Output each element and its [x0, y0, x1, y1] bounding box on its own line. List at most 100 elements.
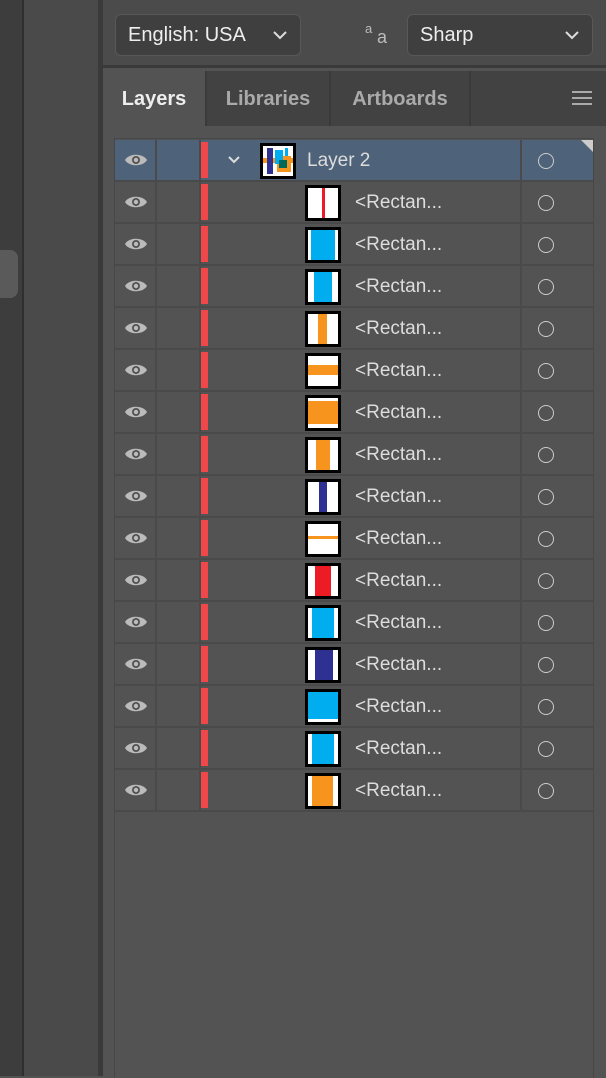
layer-name: <Rectan...: [355, 318, 443, 339]
target-toggle[interactable]: [520, 308, 593, 348]
layer-color-indicator: [201, 436, 208, 472]
layer-color-indicator: [201, 226, 208, 262]
target-circle-icon: [538, 279, 554, 295]
target-toggle[interactable]: [520, 392, 593, 432]
chevron-down-icon: [273, 31, 287, 40]
target-toggle[interactable]: [520, 686, 593, 726]
sublayer-row[interactable]: <Rectan...: [115, 770, 593, 812]
chevron-down-icon: [565, 31, 579, 40]
target-circle-icon: [538, 195, 554, 211]
target-toggle[interactable]: [520, 182, 593, 222]
target-toggle[interactable]: [520, 518, 593, 558]
target-toggle[interactable]: [520, 728, 593, 768]
target-toggle[interactable]: [520, 140, 593, 180]
visibility-toggle[interactable]: [115, 182, 157, 222]
lock-toggle[interactable]: [157, 140, 201, 180]
lock-toggle[interactable]: [157, 308, 201, 348]
visibility-toggle[interactable]: [115, 602, 157, 642]
lock-toggle[interactable]: [157, 476, 201, 516]
layer-thumbnail: [260, 143, 296, 179]
lock-toggle[interactable]: [157, 182, 201, 222]
target-toggle[interactable]: [520, 770, 593, 810]
target-toggle[interactable]: [520, 266, 593, 306]
rectangle-thumbnail: [305, 437, 341, 473]
divider: [98, 0, 103, 1076]
visibility-toggle[interactable]: [115, 392, 157, 432]
sublayer-row[interactable]: <Rectan...: [115, 476, 593, 518]
layer-name: <Rectan...: [355, 276, 443, 297]
rectangle-thumbnail: [305, 185, 341, 221]
visibility-toggle[interactable]: [115, 560, 157, 600]
target-toggle[interactable]: [520, 224, 593, 264]
lock-toggle[interactable]: [157, 434, 201, 474]
visibility-toggle[interactable]: [115, 770, 157, 810]
rectangle-thumbnail: [305, 773, 341, 809]
antialias-dropdown[interactable]: Sharp: [407, 14, 593, 56]
visibility-toggle[interactable]: [115, 476, 157, 516]
rectangle-thumbnail: [305, 395, 341, 431]
lock-toggle[interactable]: [157, 392, 201, 432]
sublayer-row[interactable]: <Rectan...: [115, 728, 593, 770]
panel-menu-icon[interactable]: [572, 91, 592, 105]
sublayer-row[interactable]: <Rectan...: [115, 434, 593, 476]
rectangle-thumbnail: [305, 479, 341, 515]
sublayer-row[interactable]: <Rectan...: [115, 182, 593, 224]
layer-name: <Rectan...: [355, 402, 443, 423]
layer-color-indicator: [201, 268, 208, 304]
visibility-toggle[interactable]: [115, 518, 157, 558]
visibility-toggle[interactable]: [115, 140, 157, 180]
target-toggle[interactable]: [520, 350, 593, 390]
visibility-toggle[interactable]: [115, 644, 157, 684]
visibility-toggle[interactable]: [115, 350, 157, 390]
lock-toggle[interactable]: [157, 266, 201, 306]
visibility-toggle[interactable]: [115, 686, 157, 726]
layer-color-indicator: [201, 142, 208, 178]
sublayer-row[interactable]: <Rectan...: [115, 224, 593, 266]
layer-color-indicator: [201, 352, 208, 388]
panel-collapse-handle[interactable]: [0, 250, 18, 298]
target-toggle[interactable]: [520, 602, 593, 642]
lock-toggle[interactable]: [157, 350, 201, 390]
sublayer-row[interactable]: <Rectan...: [115, 560, 593, 602]
visibility-toggle[interactable]: [115, 728, 157, 768]
lock-toggle[interactable]: [157, 770, 201, 810]
visibility-toggle[interactable]: [115, 266, 157, 306]
sublayer-row[interactable]: <Rectan...: [115, 686, 593, 728]
target-toggle[interactable]: [520, 560, 593, 600]
lock-toggle[interactable]: [157, 644, 201, 684]
lock-toggle[interactable]: [157, 518, 201, 558]
visibility-toggle[interactable]: [115, 434, 157, 474]
visibility-toggle[interactable]: [115, 224, 157, 264]
target-toggle[interactable]: [520, 476, 593, 516]
selected-indicator: [581, 140, 593, 152]
chevron-down-icon[interactable]: [227, 155, 241, 165]
sublayer-row[interactable]: <Rectan...: [115, 350, 593, 392]
visibility-toggle[interactable]: [115, 308, 157, 348]
sublayer-row[interactable]: <Rectan...: [115, 266, 593, 308]
sublayer-row[interactable]: <Rectan...: [115, 602, 593, 644]
lock-toggle[interactable]: [157, 728, 201, 768]
lock-toggle[interactable]: [157, 602, 201, 642]
lock-toggle[interactable]: [157, 560, 201, 600]
sublayer-row[interactable]: <Rectan...: [115, 644, 593, 686]
tab-artboards[interactable]: Artboards: [331, 71, 471, 126]
layers-list: Layer 2 <Rectan... <Rectan... <Rectan... <Re…: [114, 138, 594, 1078]
target-toggle[interactable]: [520, 434, 593, 474]
tab-layers[interactable]: Layers: [103, 71, 207, 126]
layer-name: Layer 2: [307, 150, 371, 171]
lock-toggle[interactable]: [157, 224, 201, 264]
panel-column: [24, 0, 100, 1076]
lock-toggle[interactable]: [157, 686, 201, 726]
target-toggle[interactable]: [520, 644, 593, 684]
tab-libraries[interactable]: Libraries: [207, 71, 331, 126]
layer-row[interactable]: Layer 2: [115, 140, 593, 182]
sublayer-row[interactable]: <Rectan...: [115, 392, 593, 434]
language-dropdown[interactable]: English: USA: [115, 14, 301, 56]
layer-name: <Rectan...: [355, 360, 443, 381]
sublayer-row[interactable]: <Rectan...: [115, 308, 593, 350]
layer-name: <Rectan...: [355, 444, 443, 465]
sublayer-row[interactable]: <Rectan...: [115, 518, 593, 560]
target-circle-icon: [538, 237, 554, 253]
target-circle-icon: [538, 363, 554, 379]
layer-name: <Rectan...: [355, 486, 443, 507]
